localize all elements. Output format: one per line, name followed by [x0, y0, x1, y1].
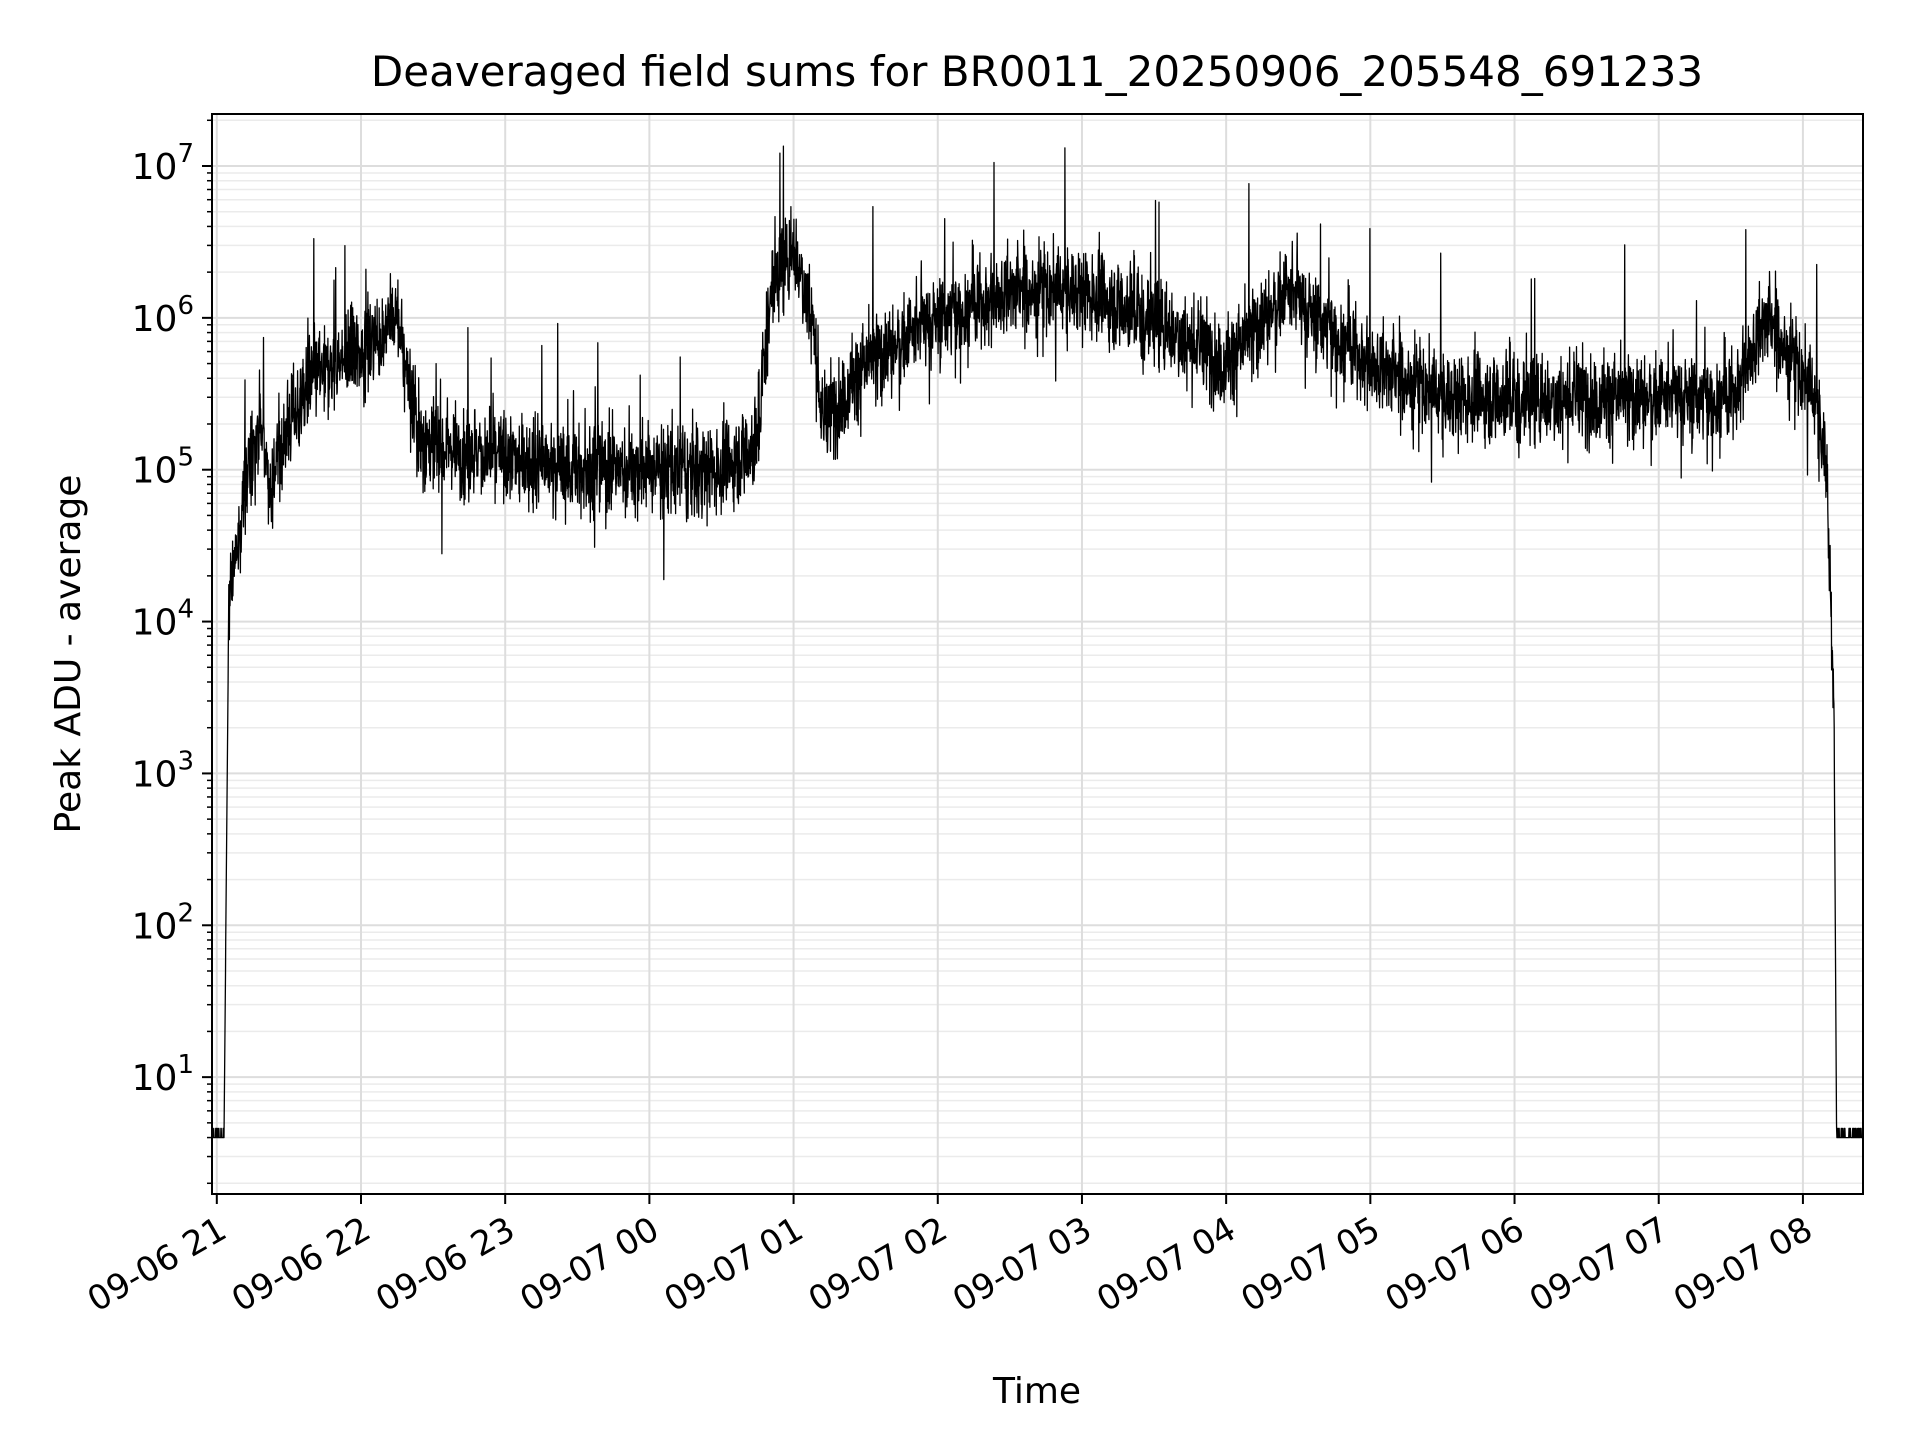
y-tick-label: 103 [132, 746, 194, 795]
y-axis-label: Peak ADU - average [48, 475, 89, 834]
y-tick-label: 104 [132, 595, 194, 644]
series-line [211, 145, 1864, 1139]
y-tick-label: 102 [132, 898, 194, 947]
x-axis-label: Time [992, 1371, 1081, 1412]
series-layer [211, 145, 1864, 1139]
grid-layer [212, 114, 1863, 1194]
plot-frame [211, 113, 1864, 1195]
y-tick-label: 105 [132, 443, 194, 492]
chart-title: Deaveraged field sums for BR0011_2025090… [371, 47, 1703, 96]
y-tick-label: 101 [132, 1050, 194, 1099]
y-tick-label: 106 [132, 291, 194, 340]
y-tick-label: 107 [132, 139, 194, 188]
